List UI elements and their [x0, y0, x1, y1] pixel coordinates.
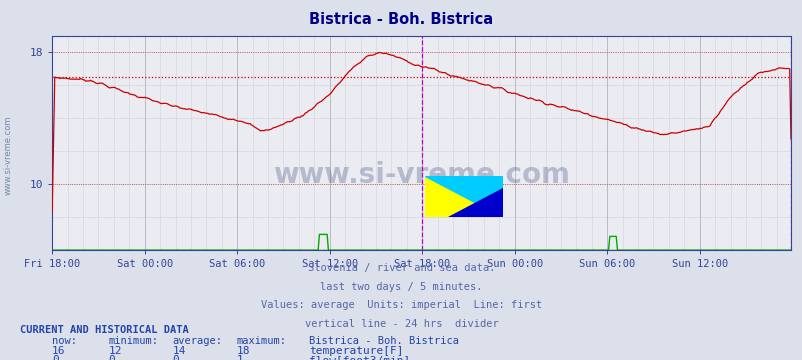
Text: vertical line - 24 hrs  divider: vertical line - 24 hrs divider	[304, 319, 498, 329]
Text: 12: 12	[108, 346, 122, 356]
Text: 18: 18	[237, 346, 250, 356]
Text: 0: 0	[172, 355, 179, 360]
Text: 0: 0	[108, 355, 115, 360]
Text: average:: average:	[172, 336, 222, 346]
Text: Slovenia / river and sea data.: Slovenia / river and sea data.	[307, 263, 495, 273]
Text: 1: 1	[237, 355, 243, 360]
Text: 0: 0	[52, 355, 59, 360]
Text: Values: average  Units: imperial  Line: first: Values: average Units: imperial Line: fi…	[261, 300, 541, 310]
Text: temperature[F]: temperature[F]	[309, 346, 403, 356]
Text: CURRENT AND HISTORICAL DATA: CURRENT AND HISTORICAL DATA	[20, 325, 188, 335]
Text: Bistrica - Boh. Bistrica: Bistrica - Boh. Bistrica	[309, 12, 493, 27]
Text: now:: now:	[52, 336, 77, 346]
Text: minimum:: minimum:	[108, 336, 158, 346]
Text: 14: 14	[172, 346, 186, 356]
Text: www.si-vreme.com: www.si-vreme.com	[3, 115, 13, 194]
Polygon shape	[424, 176, 502, 217]
Text: flow[foot3/min]: flow[foot3/min]	[309, 355, 410, 360]
Text: last two days / 5 minutes.: last two days / 5 minutes.	[320, 282, 482, 292]
Text: maximum:: maximum:	[237, 336, 286, 346]
Text: Bistrica - Boh. Bistrica: Bistrica - Boh. Bistrica	[309, 336, 459, 346]
Text: 16: 16	[52, 346, 66, 356]
Text: www.si-vreme.com: www.si-vreme.com	[273, 161, 569, 189]
Polygon shape	[424, 176, 502, 217]
Polygon shape	[448, 188, 502, 217]
